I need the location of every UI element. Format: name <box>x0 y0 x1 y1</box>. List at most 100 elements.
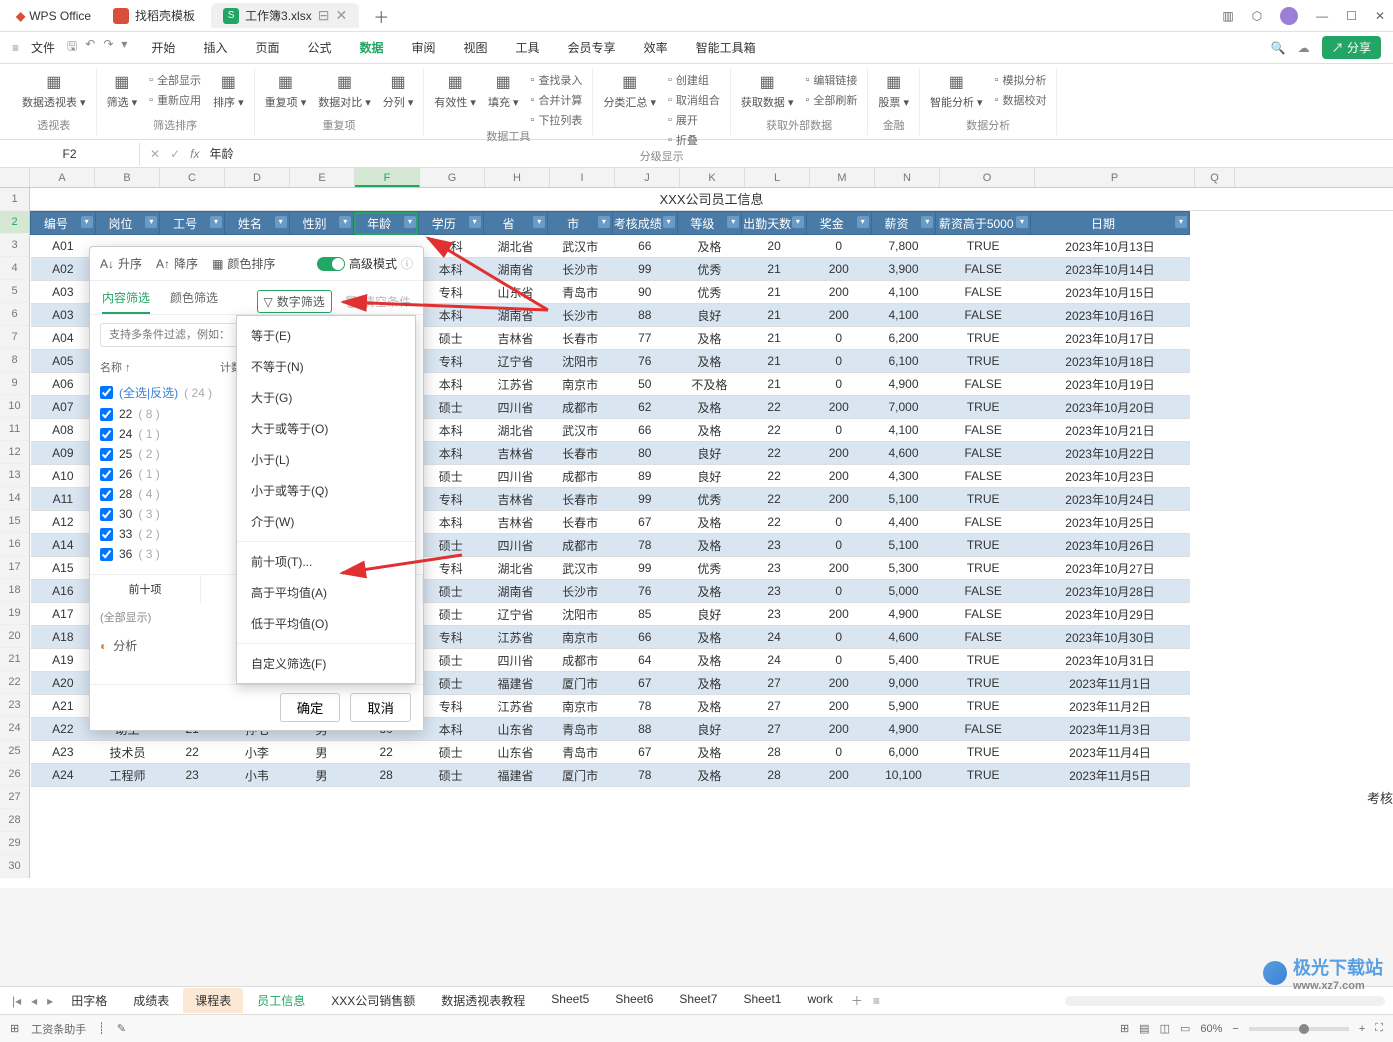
table-cell[interactable]: 28 <box>354 764 419 787</box>
table-cell[interactable]: 2023年10月26日 <box>1030 534 1189 557</box>
table-cell[interactable]: 武汉市 <box>548 557 613 580</box>
table-cell[interactable]: TRUE <box>936 672 1031 695</box>
maximize-icon[interactable]: ☐ <box>1346 9 1357 23</box>
ribbon-button[interactable]: ▦股票 ▾ <box>878 72 909 110</box>
ribbon-sub-item[interactable]: ▫取消组合 <box>668 92 720 108</box>
table-cell[interactable]: TRUE <box>936 695 1031 718</box>
table-cell[interactable]: 90 <box>612 281 677 304</box>
table-cell[interactable]: 专科 <box>418 626 483 649</box>
table-cell[interactable]: 本科 <box>418 258 483 281</box>
table-cell[interactable]: 200 <box>806 281 871 304</box>
sheet-nav-prev[interactable]: ◂ <box>27 994 41 1008</box>
menu-6[interactable]: 视图 <box>464 39 488 56</box>
sheet-tab[interactable]: 数据透视表教程 <box>429 988 537 1013</box>
row-number[interactable]: 3 <box>0 234 29 257</box>
table-cell[interactable]: 本科 <box>418 235 483 258</box>
table-cell[interactable]: 长春市 <box>548 511 613 534</box>
table-header[interactable]: 编号▾ <box>31 212 96 235</box>
table-header[interactable]: 等级▾ <box>677 212 742 235</box>
table-cell[interactable]: 硕士 <box>418 672 483 695</box>
table-cell[interactable]: 成都市 <box>548 649 613 672</box>
table-cell[interactable]: 6,200 <box>871 327 936 350</box>
table-cell[interactable]: 27 <box>742 672 807 695</box>
table-cell[interactable]: 2023年10月29日 <box>1030 603 1189 626</box>
row-number[interactable]: 4 <box>0 257 29 280</box>
num-filter-item[interactable]: 大于或等于(O) <box>237 413 415 444</box>
ribbon-button[interactable]: ▦数据对比 ▾ <box>318 72 371 110</box>
fullscreen-icon[interactable]: ⛶ <box>1375 1022 1383 1035</box>
row-number[interactable]: 18 <box>0 579 29 602</box>
col-header[interactable]: C <box>160 168 225 187</box>
table-cell[interactable]: A12 <box>31 511 96 534</box>
table-cell[interactable]: 2023年10月15日 <box>1030 281 1189 304</box>
tab-template[interactable]: 找稻壳模板 <box>101 3 207 28</box>
table-cell[interactable]: 厦门市 <box>548 764 613 787</box>
tab-menu-icon[interactable]: ⊟ <box>318 7 330 24</box>
table-cell[interactable]: 66 <box>612 235 677 258</box>
table-cell[interactable]: 武汉市 <box>548 419 613 442</box>
table-cell[interactable]: 6,000 <box>871 741 936 764</box>
table-cell[interactable]: 77 <box>612 327 677 350</box>
table-cell[interactable]: 20 <box>742 235 807 258</box>
table-cell[interactable]: 优秀 <box>677 557 742 580</box>
minimize-icon[interactable]: — <box>1316 9 1328 23</box>
table-cell[interactable]: FALSE <box>936 419 1031 442</box>
table-cell[interactable]: 76 <box>612 580 677 603</box>
table-cell[interactable]: A08 <box>31 419 96 442</box>
table-cell[interactable]: 4,300 <box>871 465 936 488</box>
filter-dropdown-icon[interactable]: ▾ <box>339 216 351 228</box>
close-icon[interactable]: ✕ <box>1375 9 1385 23</box>
table-cell[interactable]: 四川省 <box>483 465 548 488</box>
row-number[interactable]: 24 <box>0 717 29 740</box>
table-cell[interactable]: 成都市 <box>548 396 613 419</box>
menu-4[interactable]: 数据 <box>359 39 383 56</box>
view-normal-icon[interactable]: ⊞ <box>1120 1022 1129 1035</box>
table-cell[interactable]: TRUE <box>936 488 1031 511</box>
layout-icon[interactable]: ▥ <box>1222 9 1233 23</box>
table-cell[interactable]: 4,600 <box>871 626 936 649</box>
table-cell[interactable]: 2023年10月25日 <box>1030 511 1189 534</box>
table-cell[interactable]: 23 <box>742 580 807 603</box>
table-cell[interactable]: 南京市 <box>548 695 613 718</box>
table-cell[interactable]: 武汉市 <box>548 235 613 258</box>
table-cell[interactable]: A15 <box>31 557 96 580</box>
table-cell[interactable]: 硕士 <box>418 396 483 419</box>
table-cell[interactable]: 2023年11月1日 <box>1030 672 1189 695</box>
table-cell[interactable]: 山东省 <box>483 281 548 304</box>
menu-10[interactable]: 智能工具箱 <box>696 39 756 56</box>
table-header[interactable]: 姓名▾ <box>225 212 290 235</box>
table-cell[interactable]: 硕士 <box>418 534 483 557</box>
sort-asc-button[interactable]: A↓ 升序 <box>100 255 142 272</box>
table-cell[interactable]: 湖北省 <box>483 235 548 258</box>
zoom-slider[interactable] <box>1249 1027 1349 1031</box>
row-number[interactable]: 15 <box>0 510 29 533</box>
table-cell[interactable]: 及格 <box>677 419 742 442</box>
table-cell[interactable]: 67 <box>612 741 677 764</box>
table-cell[interactable]: 成都市 <box>548 465 613 488</box>
table-cell[interactable]: FALSE <box>936 603 1031 626</box>
table-cell[interactable]: A01 <box>31 235 96 258</box>
table-cell[interactable]: 4,900 <box>871 718 936 741</box>
color-sort-button[interactable]: ▦ 颜色排序 <box>212 255 275 272</box>
file-menu[interactable]: 文件 <box>23 35 63 60</box>
table-cell[interactable]: 4,100 <box>871 304 936 327</box>
table-cell[interactable]: TRUE <box>936 396 1031 419</box>
table-cell[interactable]: 5,100 <box>871 534 936 557</box>
cell-reference[interactable]: F2 <box>0 143 140 165</box>
table-cell[interactable]: 64 <box>612 649 677 672</box>
table-cell[interactable]: 22 <box>742 442 807 465</box>
table-cell[interactable]: 青岛市 <box>548 718 613 741</box>
ribbon-button[interactable]: ▦获取数据 ▾ <box>741 72 794 110</box>
table-cell[interactable]: 80 <box>612 442 677 465</box>
sheet-tab[interactable]: 员工信息 <box>245 988 317 1013</box>
zoom-in-icon[interactable]: + <box>1359 1023 1365 1035</box>
filter-dropdown-icon[interactable]: ▾ <box>598 216 610 228</box>
row-number[interactable]: 29 <box>0 832 29 855</box>
table-cell[interactable]: 200 <box>806 304 871 327</box>
num-filter-item[interactable]: 高于平均值(A) <box>237 577 415 608</box>
sheet-tab[interactable]: 成绩表 <box>121 988 181 1013</box>
table-cell[interactable]: 22 <box>354 741 419 764</box>
table-cell[interactable]: 及格 <box>677 626 742 649</box>
table-cell[interactable]: 湖北省 <box>483 557 548 580</box>
table-cell[interactable]: A11 <box>31 488 96 511</box>
